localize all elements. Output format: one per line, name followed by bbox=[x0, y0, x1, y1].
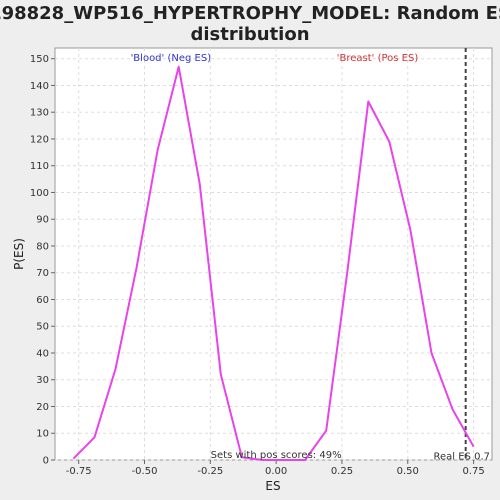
x-tick-label: -0.25 bbox=[197, 466, 223, 477]
x-axis: -0.75 -0.50 -0.25 0.00 0.25 0.50 0.75 bbox=[66, 460, 485, 477]
y-tick-label: 60 bbox=[36, 295, 49, 306]
y-tick-label: 50 bbox=[36, 322, 49, 333]
y-tick-label: 10 bbox=[36, 429, 49, 440]
x-tick-label: 0.75 bbox=[462, 466, 484, 477]
y-tick-label: 140 bbox=[30, 81, 49, 92]
chart-title-line2: distribution bbox=[190, 24, 309, 45]
annotation-pos-es: 'Breast' (Pos ES) bbox=[337, 53, 419, 64]
y-axis-label: P(ES) bbox=[12, 238, 26, 270]
annotation-pos-scores: Sets with pos scores: 49% bbox=[211, 450, 342, 461]
x-tick-label: 0.00 bbox=[265, 466, 287, 477]
y-tick-label: 120 bbox=[30, 134, 49, 145]
es-series-line bbox=[72, 65, 475, 461]
y-tick-label: 100 bbox=[30, 188, 49, 199]
annotation-real-es: Real ES 0.7 bbox=[434, 452, 490, 463]
y-tick-label: 110 bbox=[30, 161, 49, 172]
y-tick-label: 40 bbox=[36, 348, 49, 359]
x-tick-label: -0.50 bbox=[132, 466, 158, 477]
annotation-neg-es: 'Blood' (Neg ES) bbox=[131, 53, 212, 64]
y-axis: 0 10 20 30 40 50 60 70 80 90 100 110 120 130 140 150 bbox=[30, 54, 55, 467]
y-tick-label: 90 bbox=[36, 215, 49, 226]
x-tick-label: -0.75 bbox=[66, 466, 92, 477]
plot-area bbox=[54, 47, 493, 461]
chart-title-line1: 198828_WP516_HYPERTROPHY_MODEL: Random E… bbox=[0, 3, 500, 24]
x-axis-label: ES bbox=[265, 479, 280, 493]
y-tick-label: 70 bbox=[36, 268, 49, 279]
y-tick-label: 150 bbox=[30, 54, 49, 65]
x-tick-label: 0.25 bbox=[331, 466, 353, 477]
y-tick-label: 30 bbox=[36, 375, 49, 386]
y-tick-label: 130 bbox=[30, 108, 49, 119]
grid-lines bbox=[55, 48, 492, 461]
y-tick-label: 20 bbox=[36, 402, 49, 413]
x-tick-label: 0.50 bbox=[397, 466, 419, 477]
y-tick-label: 0 bbox=[43, 456, 49, 467]
y-tick-label: 80 bbox=[36, 241, 49, 252]
